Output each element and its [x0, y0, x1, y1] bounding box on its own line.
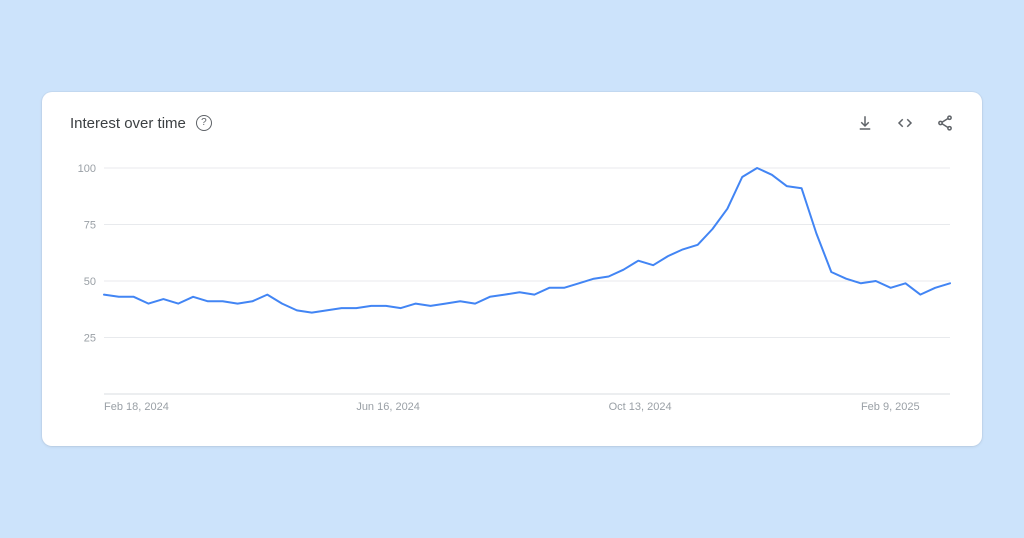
embed-icon[interactable]	[896, 114, 914, 132]
svg-text:Feb 9, 2025: Feb 9, 2025	[861, 401, 920, 413]
card-header: Interest over time ?	[70, 114, 954, 132]
svg-text:Oct 13, 2024: Oct 13, 2024	[609, 401, 672, 413]
title-group: Interest over time ?	[70, 115, 212, 132]
svg-text:75: 75	[84, 220, 96, 232]
trends-card: Interest over time ? 2550751	[42, 92, 982, 446]
svg-text:Jun 16, 2024: Jun 16, 2024	[356, 401, 420, 413]
card-title: Interest over time	[70, 115, 186, 132]
svg-text:Feb 18, 2024: Feb 18, 2024	[104, 401, 169, 413]
card-actions	[856, 114, 954, 132]
svg-text:50: 50	[84, 276, 96, 288]
interest-line-chart: 25 50 75 100 Feb 18, 2024 Jun 16, 2024 Oct 13,…	[70, 162, 954, 428]
help-icon[interactable]: ?	[196, 115, 212, 131]
svg-text:100: 100	[78, 163, 96, 175]
svg-text:25: 25	[84, 333, 96, 345]
download-icon[interactable]	[856, 114, 874, 132]
share-icon[interactable]	[936, 114, 954, 132]
chart-area: 25 50 75 100 Feb 18, 2024 Jun 16, 2024 Oct 13,…	[70, 162, 954, 428]
